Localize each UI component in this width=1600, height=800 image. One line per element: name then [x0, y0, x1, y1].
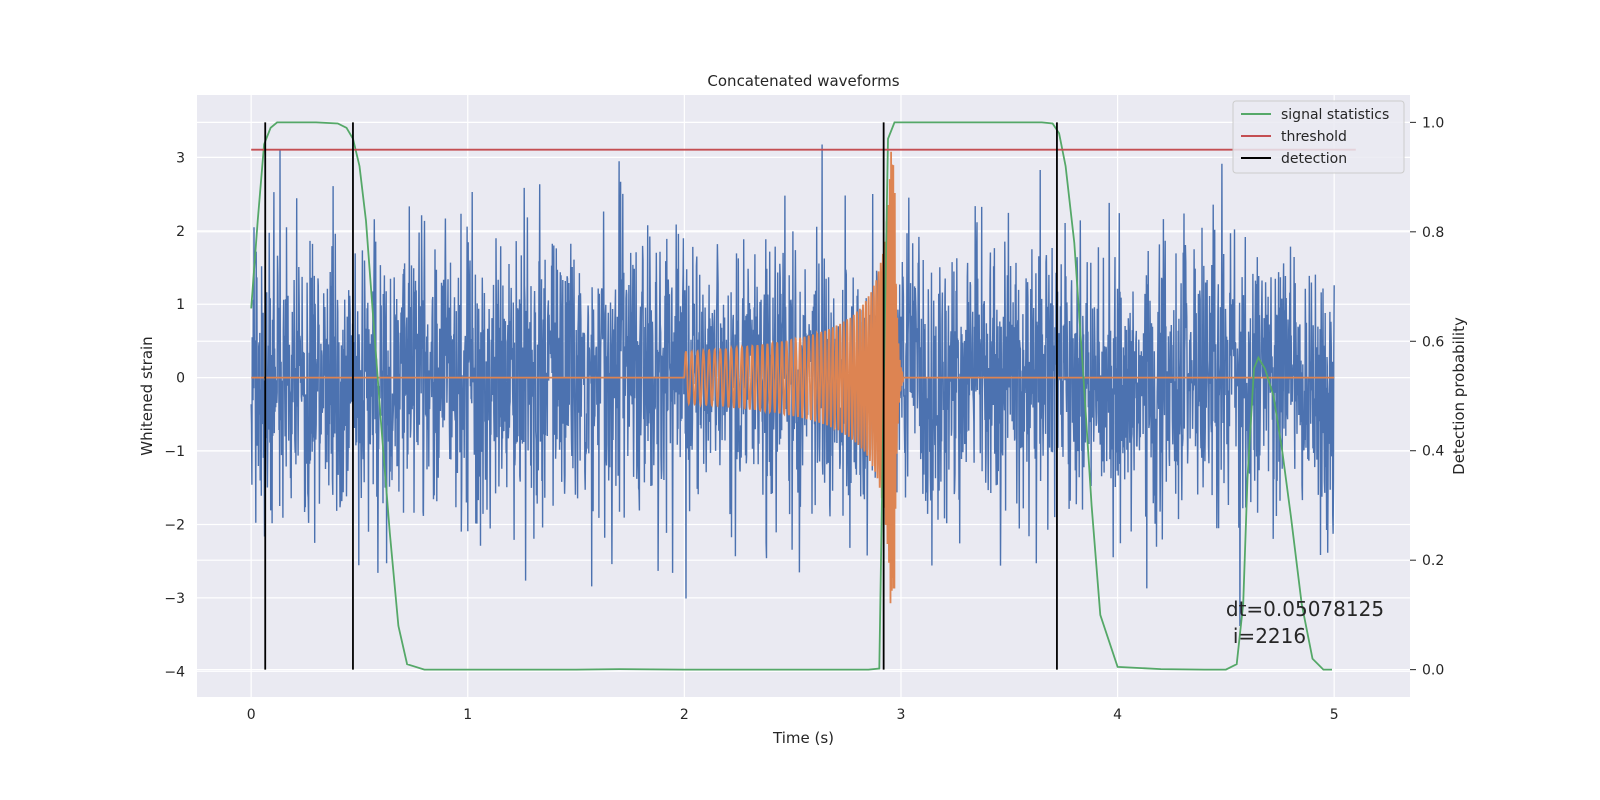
y-tick-label: −3: [164, 591, 185, 607]
x-tick-label: 1: [463, 707, 472, 723]
y-axis-label: Whitened strain: [138, 336, 156, 455]
x-tick-label: 5: [1330, 707, 1339, 723]
x-tick-label: 2: [680, 707, 689, 723]
legend-label: signal statistics: [1281, 107, 1389, 123]
y-tick-label: −1: [164, 444, 185, 460]
x-tick-label: 3: [897, 707, 906, 723]
legend-box: [1232, 100, 1405, 174]
y2-tick-label: 0.0: [1422, 663, 1444, 679]
y2-tick-label: 1.0: [1422, 115, 1444, 131]
legend-label: threshold: [1281, 129, 1347, 145]
chart-title: Concatenated waveforms: [707, 72, 899, 90]
series-layer: [250, 121, 1356, 671]
y-tick-label: 3: [176, 150, 185, 166]
series-injected-waveform-line: [251, 151, 1335, 604]
axes: 0 1 2 3 4 5 −4 −3 −2 −1 0 1 2 3 0.0 0.2 0.4 0.6 0.8 1.0: [164, 115, 1444, 723]
y2-axis-label: Detection probability: [1450, 317, 1468, 475]
y2-tick-label: 0.2: [1422, 553, 1444, 569]
annotation: dt=0.05078125 i=2216: [1226, 597, 1384, 648]
y-tick-label: −4: [164, 664, 185, 680]
x-tick-label: 0: [247, 707, 256, 723]
series-signal-statistics-line: [250, 121, 1332, 671]
y-tick-label: 2: [176, 224, 185, 240]
legend: signal statistics threshold detection: [1232, 100, 1405, 174]
legend-label: detection: [1281, 151, 1347, 167]
y2-tick-label: 0.8: [1422, 225, 1444, 241]
y2-tick-label: 0.6: [1422, 334, 1444, 350]
annotation-i: i=2216: [1233, 624, 1306, 648]
x-axis-label: Time (s): [772, 729, 834, 747]
series-strain-line: [250, 144, 1335, 627]
y-tick-label: 1: [176, 297, 185, 313]
annotation-dt: dt=0.05078125: [1226, 597, 1384, 621]
y-tick-label: −2: [164, 517, 185, 533]
y2-tick-label: 0.4: [1422, 444, 1444, 460]
x-tick-label: 4: [1113, 707, 1122, 723]
y-tick-label: 0: [176, 371, 185, 387]
